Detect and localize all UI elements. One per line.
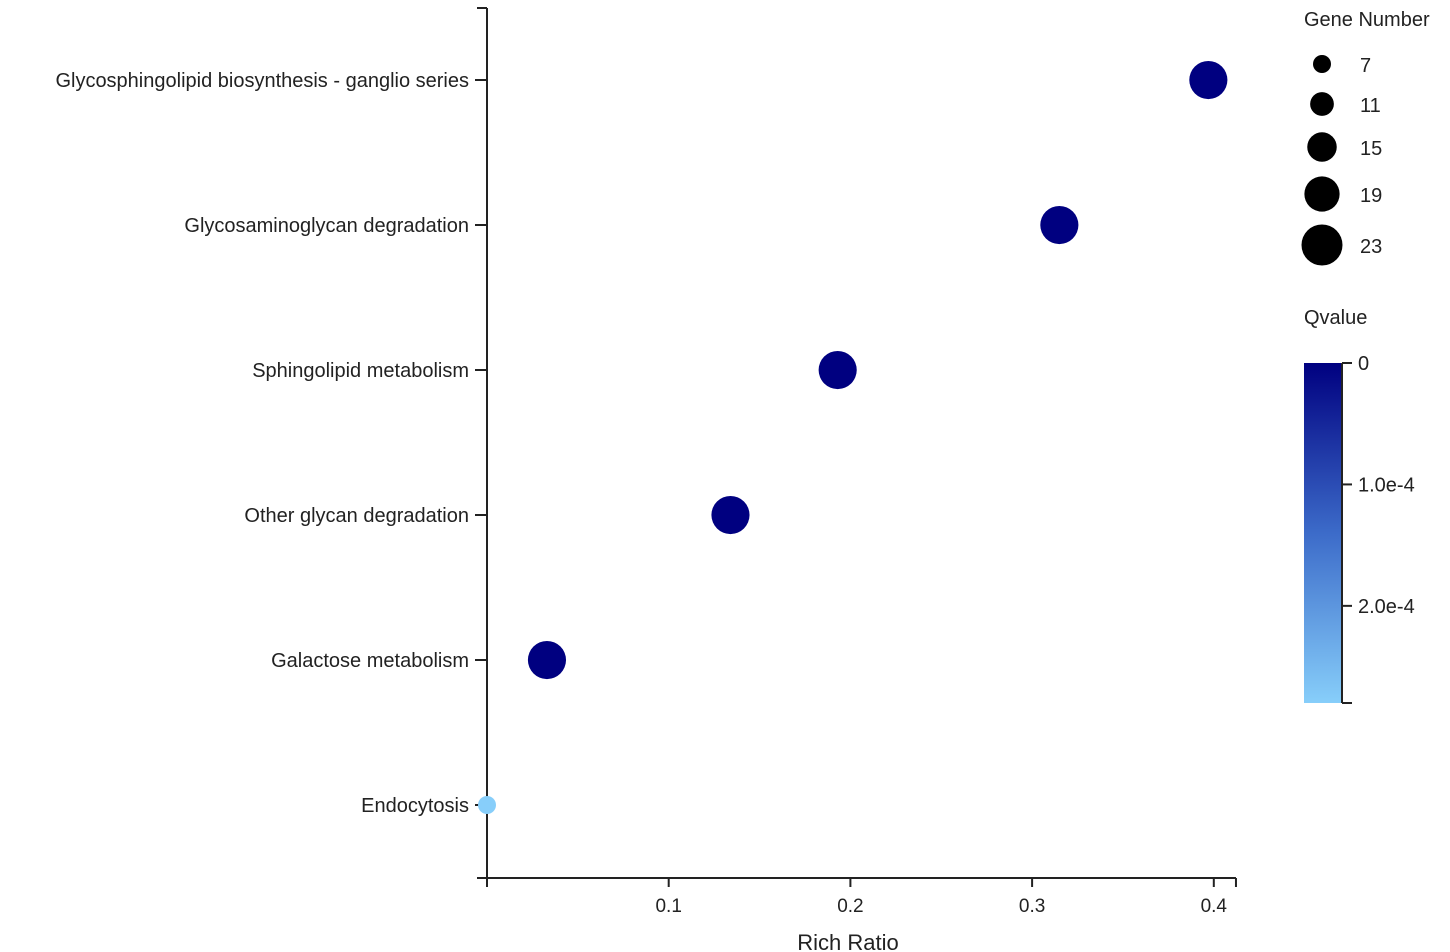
color-legend-tick-label: 1.0e-4: [1358, 474, 1415, 496]
size-legend-bubble: [1301, 224, 1343, 266]
color-legend-tick-label: 2.0e-4: [1358, 596, 1415, 618]
bubble: [711, 495, 750, 535]
size-legend-bubble: [1304, 176, 1340, 212]
x-tick-label: 0.1: [655, 896, 681, 917]
size-legend-label: 15: [1360, 138, 1382, 160]
axes: [477, 7, 1237, 887]
bubble: [527, 640, 567, 680]
bubbles: [478, 60, 1228, 814]
y-axis-labels: Endocytosis Galactose metabolism Other gly…: [55, 70, 487, 817]
y-tick-label: Glycosaminoglycan degradation: [184, 215, 469, 237]
x-tick-label: 0.2: [837, 896, 863, 917]
bubble: [1040, 205, 1079, 245]
size-legend-label: 11: [1360, 95, 1381, 117]
color-legend-title: Qvalue: [1304, 307, 1367, 329]
x-axis-ticks: 0.1 0.2 0.3 0.4: [655, 878, 1227, 917]
size-legend-bubble: [1313, 55, 1331, 73]
color-legend: 0 1.0e-4 2.0e-4: [1304, 353, 1415, 704]
size-legend-label: 19: [1360, 185, 1382, 207]
x-tick-label: 0.4: [1201, 896, 1228, 917]
x-axis-title: Rich Ratio: [797, 930, 898, 952]
bubble: [1189, 60, 1228, 100]
y-tick-label: Glycosphingolipid biosynthesis - ganglio…: [55, 70, 469, 92]
size-legend-label: 23: [1360, 236, 1382, 258]
size-legend: 7 11 15 19 23: [1301, 55, 1382, 266]
y-tick-label: Sphingolipid metabolism: [252, 360, 469, 382]
x-tick-label: 0.3: [1019, 896, 1045, 917]
size-legend-label: 7: [1360, 55, 1371, 77]
bubble: [818, 350, 857, 390]
color-legend-bar: [1304, 363, 1342, 703]
bubble: [478, 796, 496, 814]
color-legend-tick-label: 0: [1358, 353, 1369, 375]
size-legend-bubble: [1310, 92, 1334, 116]
size-legend-bubble: [1307, 132, 1337, 162]
size-legend-title: Gene Number: [1304, 9, 1430, 31]
y-tick-label: Galactose metabolism: [271, 650, 469, 672]
y-tick-label: Endocytosis: [361, 795, 469, 817]
y-tick-label: Other glycan degradation: [244, 505, 469, 527]
